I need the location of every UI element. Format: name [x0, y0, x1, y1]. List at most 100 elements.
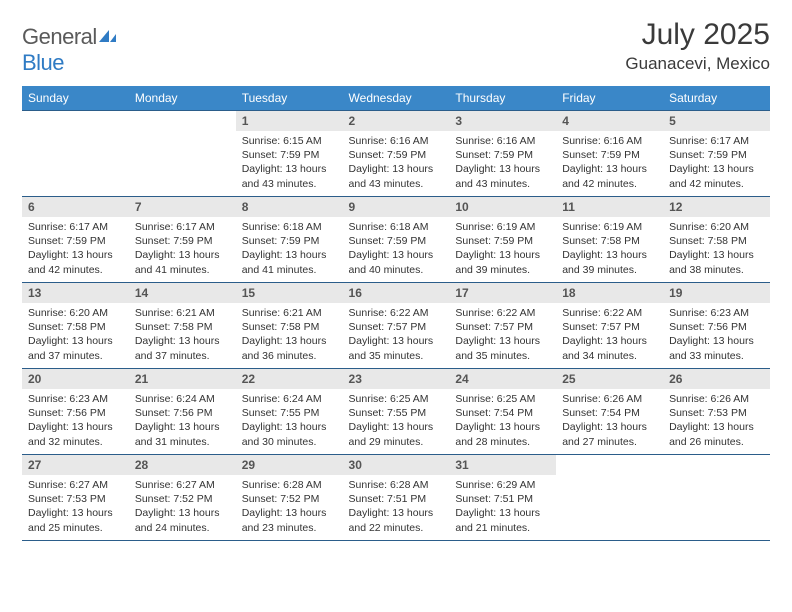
day-info: Sunrise: 6:16 AMSunset: 7:59 PMDaylight:…	[343, 131, 450, 195]
day-number: 17	[449, 283, 556, 303]
calendar-cell: 19Sunrise: 6:23 AMSunset: 7:56 PMDayligh…	[663, 283, 770, 369]
day-number: 25	[556, 369, 663, 389]
calendar-table: SundayMondayTuesdayWednesdayThursdayFrid…	[22, 86, 770, 541]
calendar-cell: 28Sunrise: 6:27 AMSunset: 7:52 PMDayligh…	[129, 455, 236, 541]
day-info: Sunrise: 6:21 AMSunset: 7:58 PMDaylight:…	[129, 303, 236, 367]
day-number: 2	[343, 111, 450, 131]
day-header: Sunday	[22, 86, 129, 111]
day-number: 21	[129, 369, 236, 389]
month-title: July 2025	[625, 18, 770, 52]
calendar-cell: 7Sunrise: 6:17 AMSunset: 7:59 PMDaylight…	[129, 197, 236, 283]
calendar-body: 1Sunrise: 6:15 AMSunset: 7:59 PMDaylight…	[22, 111, 770, 541]
day-info: Sunrise: 6:20 AMSunset: 7:58 PMDaylight:…	[22, 303, 129, 367]
logo-part2: Blue	[22, 50, 64, 75]
day-info: Sunrise: 6:27 AMSunset: 7:53 PMDaylight:…	[22, 475, 129, 539]
day-info: Sunrise: 6:20 AMSunset: 7:58 PMDaylight:…	[663, 217, 770, 281]
day-info: Sunrise: 6:24 AMSunset: 7:55 PMDaylight:…	[236, 389, 343, 453]
day-number: 24	[449, 369, 556, 389]
day-header: Monday	[129, 86, 236, 111]
title-block: July 2025 Guanacevi, Mexico	[625, 18, 770, 74]
day-header: Thursday	[449, 86, 556, 111]
calendar-week: 1Sunrise: 6:15 AMSunset: 7:59 PMDaylight…	[22, 111, 770, 197]
day-info: Sunrise: 6:26 AMSunset: 7:53 PMDaylight:…	[663, 389, 770, 453]
day-number: 19	[663, 283, 770, 303]
day-header: Wednesday	[343, 86, 450, 111]
day-info: Sunrise: 6:19 AMSunset: 7:58 PMDaylight:…	[556, 217, 663, 281]
calendar-cell: 10Sunrise: 6:19 AMSunset: 7:59 PMDayligh…	[449, 197, 556, 283]
calendar-cell: 31Sunrise: 6:29 AMSunset: 7:51 PMDayligh…	[449, 455, 556, 541]
day-number: 6	[22, 197, 129, 217]
calendar-cell: 3Sunrise: 6:16 AMSunset: 7:59 PMDaylight…	[449, 111, 556, 197]
day-info: Sunrise: 6:19 AMSunset: 7:59 PMDaylight:…	[449, 217, 556, 281]
calendar-cell: 5Sunrise: 6:17 AMSunset: 7:59 PMDaylight…	[663, 111, 770, 197]
calendar-cell: 20Sunrise: 6:23 AMSunset: 7:56 PMDayligh…	[22, 369, 129, 455]
day-number: 13	[22, 283, 129, 303]
location: Guanacevi, Mexico	[625, 54, 770, 74]
day-header: Saturday	[663, 86, 770, 111]
day-info: Sunrise: 6:25 AMSunset: 7:55 PMDaylight:…	[343, 389, 450, 453]
logo-part1: General	[22, 24, 97, 49]
day-info: Sunrise: 6:28 AMSunset: 7:51 PMDaylight:…	[343, 475, 450, 539]
calendar-cell: 1Sunrise: 6:15 AMSunset: 7:59 PMDaylight…	[236, 111, 343, 197]
day-info: Sunrise: 6:22 AMSunset: 7:57 PMDaylight:…	[343, 303, 450, 367]
calendar-cell: 17Sunrise: 6:22 AMSunset: 7:57 PMDayligh…	[449, 283, 556, 369]
logo-text: GeneralBlue	[22, 24, 117, 76]
calendar-cell: 25Sunrise: 6:26 AMSunset: 7:54 PMDayligh…	[556, 369, 663, 455]
day-info: Sunrise: 6:17 AMSunset: 7:59 PMDaylight:…	[22, 217, 129, 281]
calendar-cell: 27Sunrise: 6:27 AMSunset: 7:53 PMDayligh…	[22, 455, 129, 541]
calendar-cell: 23Sunrise: 6:25 AMSunset: 7:55 PMDayligh…	[343, 369, 450, 455]
day-info: Sunrise: 6:17 AMSunset: 7:59 PMDaylight:…	[129, 217, 236, 281]
day-info: Sunrise: 6:24 AMSunset: 7:56 PMDaylight:…	[129, 389, 236, 453]
day-number: 12	[663, 197, 770, 217]
day-number: 31	[449, 455, 556, 475]
calendar-week: 27Sunrise: 6:27 AMSunset: 7:53 PMDayligh…	[22, 455, 770, 541]
day-info: Sunrise: 6:23 AMSunset: 7:56 PMDaylight:…	[663, 303, 770, 367]
calendar-cell: 15Sunrise: 6:21 AMSunset: 7:58 PMDayligh…	[236, 283, 343, 369]
day-number: 15	[236, 283, 343, 303]
day-info: Sunrise: 6:16 AMSunset: 7:59 PMDaylight:…	[556, 131, 663, 195]
day-number: 1	[236, 111, 343, 131]
empty-cell	[22, 111, 129, 197]
logo-sail-icon	[97, 24, 117, 50]
empty-cell	[663, 455, 770, 541]
day-number: 20	[22, 369, 129, 389]
day-number: 14	[129, 283, 236, 303]
calendar-cell: 21Sunrise: 6:24 AMSunset: 7:56 PMDayligh…	[129, 369, 236, 455]
calendar-cell: 26Sunrise: 6:26 AMSunset: 7:53 PMDayligh…	[663, 369, 770, 455]
header: GeneralBlue July 2025 Guanacevi, Mexico	[22, 18, 770, 76]
calendar-cell: 13Sunrise: 6:20 AMSunset: 7:58 PMDayligh…	[22, 283, 129, 369]
day-info: Sunrise: 6:18 AMSunset: 7:59 PMDaylight:…	[343, 217, 450, 281]
day-header-row: SundayMondayTuesdayWednesdayThursdayFrid…	[22, 86, 770, 111]
day-header: Friday	[556, 86, 663, 111]
day-info: Sunrise: 6:18 AMSunset: 7:59 PMDaylight:…	[236, 217, 343, 281]
day-header: Tuesday	[236, 86, 343, 111]
day-info: Sunrise: 6:26 AMSunset: 7:54 PMDaylight:…	[556, 389, 663, 453]
day-number: 28	[129, 455, 236, 475]
day-number: 8	[236, 197, 343, 217]
day-info: Sunrise: 6:17 AMSunset: 7:59 PMDaylight:…	[663, 131, 770, 195]
day-number: 7	[129, 197, 236, 217]
calendar-cell: 12Sunrise: 6:20 AMSunset: 7:58 PMDayligh…	[663, 197, 770, 283]
calendar-head: SundayMondayTuesdayWednesdayThursdayFrid…	[22, 86, 770, 111]
day-number: 9	[343, 197, 450, 217]
day-number: 11	[556, 197, 663, 217]
calendar-cell: 18Sunrise: 6:22 AMSunset: 7:57 PMDayligh…	[556, 283, 663, 369]
day-info: Sunrise: 6:28 AMSunset: 7:52 PMDaylight:…	[236, 475, 343, 539]
day-number: 30	[343, 455, 450, 475]
calendar-cell: 14Sunrise: 6:21 AMSunset: 7:58 PMDayligh…	[129, 283, 236, 369]
day-info: Sunrise: 6:16 AMSunset: 7:59 PMDaylight:…	[449, 131, 556, 195]
day-info: Sunrise: 6:27 AMSunset: 7:52 PMDaylight:…	[129, 475, 236, 539]
day-number: 22	[236, 369, 343, 389]
calendar-week: 6Sunrise: 6:17 AMSunset: 7:59 PMDaylight…	[22, 197, 770, 283]
calendar-week: 13Sunrise: 6:20 AMSunset: 7:58 PMDayligh…	[22, 283, 770, 369]
logo: GeneralBlue	[22, 18, 117, 76]
calendar-cell: 2Sunrise: 6:16 AMSunset: 7:59 PMDaylight…	[343, 111, 450, 197]
calendar-cell: 8Sunrise: 6:18 AMSunset: 7:59 PMDaylight…	[236, 197, 343, 283]
calendar-week: 20Sunrise: 6:23 AMSunset: 7:56 PMDayligh…	[22, 369, 770, 455]
empty-cell	[556, 455, 663, 541]
day-number: 4	[556, 111, 663, 131]
day-number: 18	[556, 283, 663, 303]
calendar-cell: 22Sunrise: 6:24 AMSunset: 7:55 PMDayligh…	[236, 369, 343, 455]
calendar-cell: 11Sunrise: 6:19 AMSunset: 7:58 PMDayligh…	[556, 197, 663, 283]
day-info: Sunrise: 6:29 AMSunset: 7:51 PMDaylight:…	[449, 475, 556, 539]
